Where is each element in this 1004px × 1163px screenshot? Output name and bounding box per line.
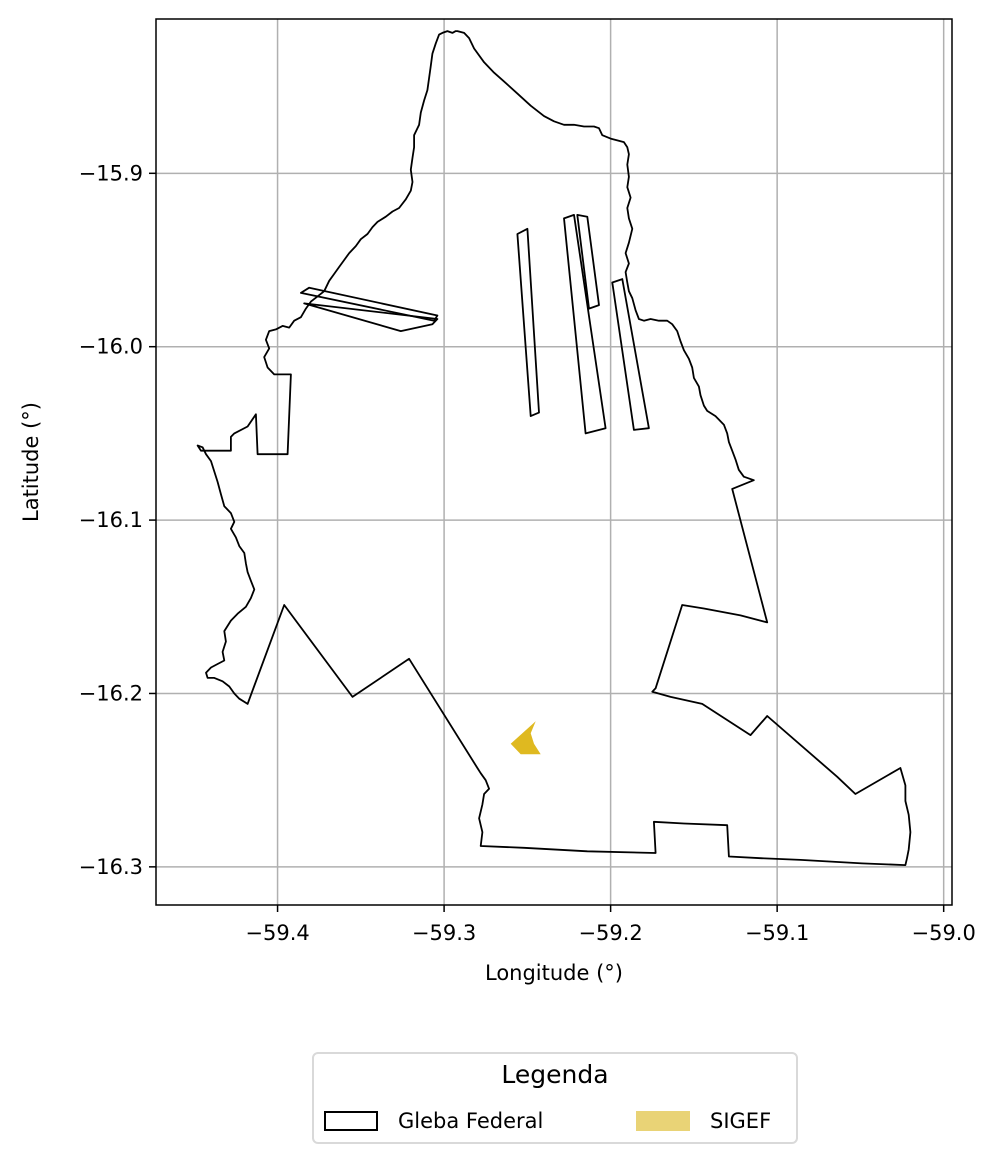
gleba-federal-polygon-4	[564, 215, 606, 434]
map-layers	[198, 31, 911, 865]
gleba-federal-polygon-3	[517, 229, 539, 416]
y-tick-label-1: −16.0	[79, 335, 143, 359]
legend: Legenda Gleba Federal SIGEF	[312, 1052, 798, 1144]
legend-item-gleba-federal: Gleba Federal	[324, 1106, 543, 1136]
axis-ticks: −59.4 −59.3 −59.2 −59.1 −59.0 −15.9 −16.0 −16.1…	[79, 161, 976, 945]
x-tick-label-3: −59.1	[745, 921, 809, 945]
y-tick-label-4: −16.3	[79, 855, 143, 879]
gleba-federal-polygon-0	[198, 31, 911, 865]
legend-title: Legenda	[314, 1060, 796, 1089]
gleba-federal-polygon-6	[612, 279, 649, 430]
legend-swatch-sigef	[636, 1111, 690, 1131]
y-tick-label-0: −15.9	[79, 161, 143, 185]
legend-label-sigef: SIGEF	[710, 1109, 771, 1133]
x-tick-label-2: −59.2	[578, 921, 642, 945]
legend-item-sigef: SIGEF	[636, 1106, 771, 1136]
x-tick-label-4: −59.0	[911, 921, 975, 945]
y-tick-label-2: −16.1	[79, 508, 143, 532]
sigef-polygon-0	[511, 721, 541, 754]
legend-label-gleba-federal: Gleba Federal	[398, 1109, 543, 1133]
legend-swatch-gleba-federal	[324, 1111, 378, 1131]
y-axis-label: Latitude (°)	[19, 402, 43, 522]
x-axis-label: Longitude (°)	[485, 961, 623, 985]
x-tick-label-0: −59.4	[245, 921, 309, 945]
y-tick-label-3: −16.2	[79, 681, 143, 705]
x-tick-label-1: −59.3	[412, 921, 476, 945]
